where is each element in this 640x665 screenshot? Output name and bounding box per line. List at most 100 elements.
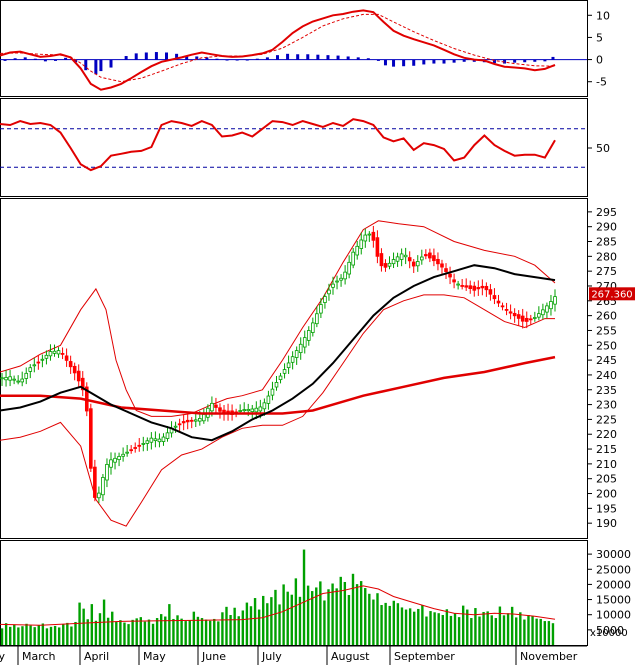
candle-body	[4, 377, 8, 381]
volume-bar	[494, 618, 498, 645]
volume-bar	[9, 626, 12, 645]
macd-histogram-bar	[13, 58, 17, 60]
candle-body	[8, 376, 12, 381]
volume-bar	[29, 625, 32, 645]
long-moving-average	[0, 355, 556, 415]
candle-body	[282, 369, 287, 374]
volume-bar	[184, 621, 187, 645]
candle-body	[533, 317, 537, 319]
volume-bar	[262, 595, 265, 645]
candle-body	[177, 423, 182, 426]
candle-body	[101, 477, 105, 496]
volume-bar	[319, 581, 322, 645]
volume-bar	[368, 593, 371, 645]
candle-body	[500, 305, 505, 308]
candle-body	[319, 304, 323, 314]
y-tick-label: 280	[596, 250, 617, 263]
macd-histogram-bar	[402, 59, 406, 67]
volume-bar	[0, 628, 4, 645]
volume-bar	[135, 618, 138, 645]
macd-histogram-bar	[109, 59, 113, 68]
volume-bar	[400, 607, 404, 645]
volume-bar	[543, 621, 546, 645]
candle-body	[351, 251, 355, 266]
candle-body	[133, 447, 138, 449]
candle-body	[165, 432, 170, 439]
volume-bar	[449, 615, 453, 645]
month-label: April	[84, 650, 109, 663]
short-moving-average	[0, 264, 556, 442]
volume-bar	[278, 604, 281, 645]
macd-histogram-bar	[165, 52, 168, 60]
y-tick-label: 0	[596, 54, 603, 67]
volume-bar	[62, 624, 65, 645]
volume-bar	[180, 618, 183, 645]
candle-body	[323, 296, 327, 303]
volume-bar	[147, 619, 151, 645]
candle-body	[254, 407, 259, 413]
candle-body	[355, 245, 360, 256]
macd-histogram-bar	[154, 52, 158, 60]
rsi-line	[0, 118, 556, 172]
volume-bar	[343, 581, 347, 645]
candle-body	[387, 262, 392, 267]
volume-bar	[266, 603, 269, 645]
volume-bar	[347, 595, 351, 645]
volume-bar	[478, 616, 481, 645]
volume-bar	[486, 611, 489, 645]
candle-body	[60, 353, 65, 355]
macd-histogram-bar	[383, 59, 387, 66]
volume-bar	[204, 619, 208, 645]
candle-body	[246, 409, 251, 412]
macd-histogram-bar	[492, 59, 496, 64]
volume-bar	[437, 613, 440, 645]
candle-body	[202, 414, 206, 422]
volume-bar	[527, 615, 530, 645]
candle-body	[145, 440, 150, 444]
macd-histogram-bar	[543, 59, 547, 62]
macd-histogram-bar	[316, 54, 320, 60]
candle-body	[428, 252, 432, 259]
volume-bar	[123, 622, 126, 645]
volume-bar	[78, 602, 81, 645]
y-tick-label: 235	[596, 384, 617, 397]
candle-body	[488, 289, 493, 295]
candle-body	[553, 296, 557, 305]
volume-axis: 30000 25000 20000 15000 10000 5000	[587, 548, 631, 637]
macd-signal-line	[0, 13, 556, 83]
volume-bar	[425, 616, 428, 645]
volume-bar	[359, 581, 363, 645]
volume-bar	[155, 618, 159, 645]
volume-bar	[57, 627, 61, 645]
candle-body	[109, 459, 113, 468]
volume-bar	[417, 608, 420, 645]
candle-body	[125, 451, 129, 454]
candle-body	[411, 261, 416, 267]
macd-histogram-bar	[551, 56, 555, 60]
candle-body	[460, 285, 464, 287]
macd-histogram-bar	[442, 59, 446, 64]
candle-body	[302, 337, 307, 348]
volume-bar	[37, 625, 40, 645]
volume-bar	[53, 625, 57, 645]
candle-body	[117, 456, 121, 461]
bollinger-lower-band	[0, 294, 555, 527]
y-tick-label: 260	[596, 310, 617, 323]
macd-histogram-bar	[472, 59, 476, 62]
candle-body	[80, 377, 85, 391]
month-labels: ry March April May June July August September No…	[0, 645, 587, 665]
last-price-tag-background	[589, 287, 635, 301]
macd-histogram-bar	[99, 59, 103, 72]
candle-body	[476, 287, 481, 290]
candle-body	[363, 234, 368, 242]
volume-bar	[306, 585, 310, 645]
candle-body	[440, 263, 444, 268]
candle-body	[294, 350, 299, 358]
volume-bar	[176, 615, 179, 645]
candle-body	[28, 367, 33, 372]
volume-bar	[502, 615, 506, 645]
candle-body	[508, 311, 513, 314]
candle-body	[424, 254, 428, 257]
volume-bar	[159, 614, 163, 645]
